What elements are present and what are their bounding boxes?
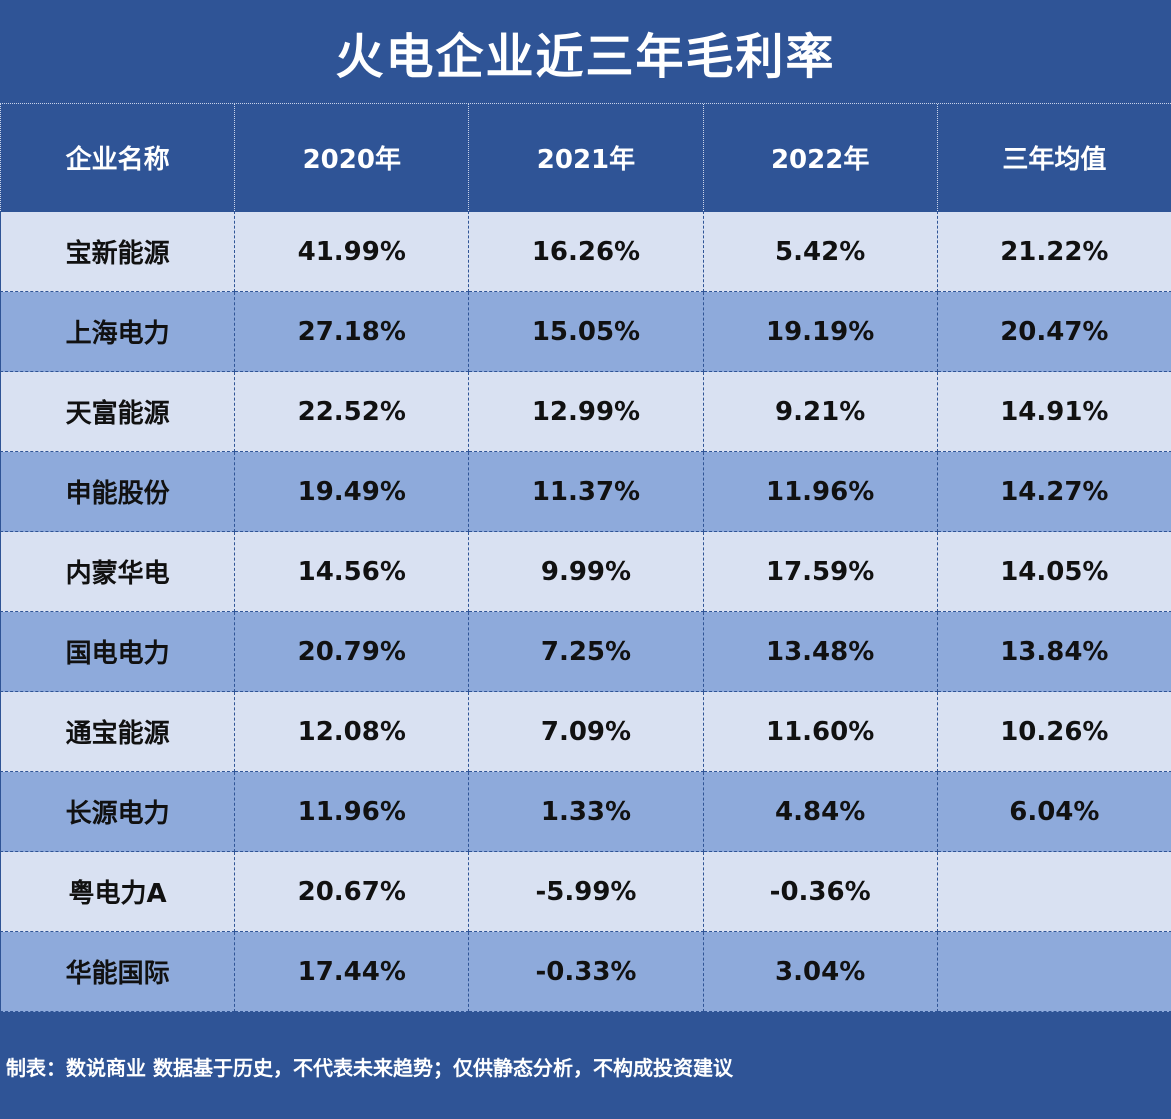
margin-2021-cell: 11.37% <box>468 451 704 532</box>
average-cell: 14.91% <box>936 371 1171 452</box>
margin-2021-cell: 16.26% <box>468 211 704 292</box>
header-2021: 2021年 <box>468 104 704 212</box>
gross-margin-table: 企业名称 2020年 2021年 2022年 三年均值 宝新能源 41.99% … <box>0 104 1171 1012</box>
average-cell: 14.27% <box>936 451 1171 532</box>
company-name-cell: 上海电力 <box>0 291 236 372</box>
average-cell: 21.22% <box>936 211 1171 292</box>
header-2022: 2022年 <box>702 104 938 212</box>
margin-2021-cell: 12.99% <box>468 371 704 452</box>
margin-2020-cell: 11.96% <box>234 771 470 852</box>
company-name-cell: 国电电力 <box>0 611 236 692</box>
average-cell <box>936 851 1171 932</box>
margin-2020-cell: 22.52% <box>234 371 470 452</box>
margin-2022-cell: -0.36% <box>702 851 938 932</box>
table-row: 天富能源 22.52% 12.99% 9.21% 14.91% <box>0 371 1171 452</box>
table-row: 通宝能源 12.08% 7.09% 11.60% 10.26% <box>0 691 1171 772</box>
company-name-cell: 华能国际 <box>0 931 236 1012</box>
margin-2022-cell: 4.84% <box>702 771 938 852</box>
company-name-cell: 申能股份 <box>0 451 236 532</box>
average-cell: 6.04% <box>936 771 1171 852</box>
company-name-cell: 宝新能源 <box>0 211 236 292</box>
average-cell <box>936 931 1171 1012</box>
margin-2021-cell: 15.05% <box>468 291 704 372</box>
margin-2020-cell: 14.56% <box>234 531 470 612</box>
header-three-year-average: 三年均值 <box>936 104 1171 212</box>
margin-2021-cell: -5.99% <box>468 851 704 932</box>
table-row: 上海电力 27.18% 15.05% 19.19% 20.47% <box>0 291 1171 372</box>
average-cell: 14.05% <box>936 531 1171 612</box>
margin-2021-cell: 9.99% <box>468 531 704 612</box>
margin-2021-cell: 7.25% <box>468 611 704 692</box>
margin-2020-cell: 19.49% <box>234 451 470 532</box>
company-name-cell: 长源电力 <box>0 771 236 852</box>
table-row: 国电电力 20.79% 7.25% 13.48% 13.84% <box>0 611 1171 692</box>
margin-2020-cell: 41.99% <box>234 211 470 292</box>
table-row: 华能国际 17.44% -0.33% 3.04% <box>0 931 1171 1012</box>
average-cell: 10.26% <box>936 691 1171 772</box>
table-row: 内蒙华电 14.56% 9.99% 17.59% 14.05% <box>0 531 1171 612</box>
margin-2022-cell: 13.48% <box>702 611 938 692</box>
footer-disclaimer: 制表：数说商业 数据基于历史，不代表未来趋势；仅供静态分析，不构成投资建议 <box>6 1056 733 1080</box>
margin-2020-cell: 12.08% <box>234 691 470 772</box>
table-row: 长源电力 11.96% 1.33% 4.84% 6.04% <box>0 771 1171 852</box>
average-cell: 20.47% <box>936 291 1171 372</box>
header-company-name: 企业名称 <box>0 104 236 212</box>
margin-2022-cell: 9.21% <box>702 371 938 452</box>
header-2020: 2020年 <box>234 104 470 212</box>
margin-2020-cell: 20.67% <box>234 851 470 932</box>
margin-2022-cell: 11.96% <box>702 451 938 532</box>
page-title: 火电企业近三年毛利率 <box>0 0 1171 104</box>
table-row: 申能股份 19.49% 11.37% 11.96% 14.27% <box>0 451 1171 532</box>
margin-2021-cell: 1.33% <box>468 771 704 852</box>
average-cell: 13.84% <box>936 611 1171 692</box>
company-name-cell: 通宝能源 <box>0 691 236 772</box>
company-name-cell: 内蒙华电 <box>0 531 236 612</box>
margin-2021-cell: -0.33% <box>468 931 704 1012</box>
margin-2020-cell: 20.79% <box>234 611 470 692</box>
company-name-cell: 粤电力A <box>0 851 236 932</box>
table-row: 粤电力A 20.67% -5.99% -0.36% <box>0 851 1171 932</box>
margin-2020-cell: 27.18% <box>234 291 470 372</box>
margin-2020-cell: 17.44% <box>234 931 470 1012</box>
margin-2022-cell: 17.59% <box>702 531 938 612</box>
company-name-cell: 天富能源 <box>0 371 236 452</box>
margin-2022-cell: 19.19% <box>702 291 938 372</box>
margin-2022-cell: 3.04% <box>702 931 938 1012</box>
margin-2022-cell: 5.42% <box>702 211 938 292</box>
table-header-row: 企业名称 2020年 2021年 2022年 三年均值 <box>0 104 1171 212</box>
margin-2021-cell: 7.09% <box>468 691 704 772</box>
margin-2022-cell: 11.60% <box>702 691 938 772</box>
footer-bar: 制表：数说商业 数据基于历史，不代表未来趋势；仅供静态分析，不构成投资建议 <box>0 1012 1171 1119</box>
table-row: 宝新能源 41.99% 16.26% 5.42% 21.22% <box>0 211 1171 292</box>
